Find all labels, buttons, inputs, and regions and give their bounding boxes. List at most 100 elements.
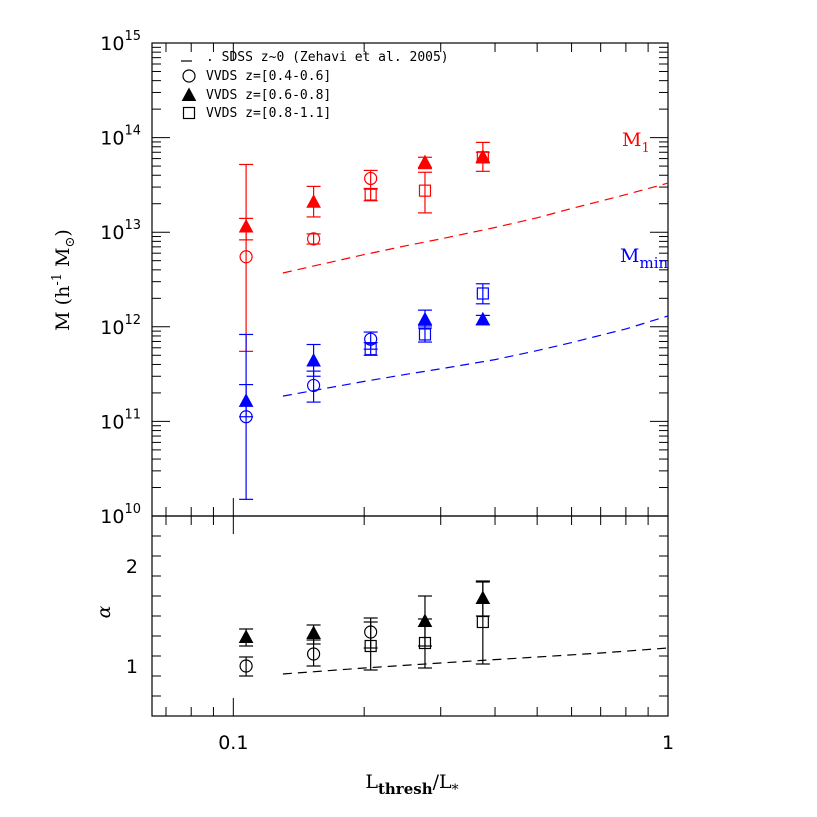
x-tick-label: 0.1 — [218, 732, 248, 754]
mass-data-point — [306, 343, 321, 377]
y-label-rest: M — [52, 248, 74, 274]
alpha-plot-frame — [151, 515, 669, 717]
y-label-close: ) — [52, 229, 74, 236]
mass-data-point — [475, 311, 491, 326]
open-circle-marker — [307, 232, 321, 246]
filled-triangle-marker — [306, 352, 321, 367]
filled-triangle-marker — [238, 629, 254, 643]
open-square-marker — [364, 188, 377, 201]
filled-triangle-marker — [238, 393, 254, 407]
filled-triangle-marker — [306, 625, 321, 639]
annotation-m1: M1 — [622, 129, 650, 156]
open-square-marker — [364, 343, 377, 356]
y-tick-base: 10 — [100, 33, 124, 55]
alpha-data-point — [417, 618, 432, 669]
open-circle-marker — [307, 378, 321, 393]
mass-data-point — [475, 151, 490, 164]
y-axis-label-alpha: α — [93, 605, 115, 618]
mass-data-point — [363, 188, 378, 202]
open-circle-marker — [239, 659, 253, 673]
legend-item: . SDSS z~0 (Zehavi et al. 2005) — [181, 50, 449, 65]
mass-data-point — [363, 342, 378, 356]
mass-y-tick-label: 1011 — [100, 407, 141, 433]
open-square-marker — [476, 287, 489, 300]
open-circle-marker — [307, 647, 321, 661]
y-tick-exponent: 14 — [124, 124, 141, 139]
filled-triangle-marker — [475, 311, 491, 326]
y-tick-base: 10 — [100, 411, 124, 433]
legend-item: VVDS z=[0.8-1.1] — [182, 106, 331, 121]
mass-data-point — [417, 325, 432, 343]
legend-item: VVDS z=[0.6-0.8] — [181, 87, 331, 103]
mass-y-tick-label: 1010 — [100, 502, 141, 528]
y-tick-base: 10 — [100, 128, 124, 150]
filled-triangle-marker — [417, 311, 433, 326]
legend-label: VVDS z=[0.6-0.8] — [206, 88, 331, 103]
mass-data-point — [417, 171, 432, 214]
open-square-marker — [418, 636, 432, 650]
legend-label: VVDS z=[0.4-0.6] — [206, 69, 331, 84]
alpha-sdss-line — [282, 647, 669, 675]
y-tick-base: 10 — [100, 222, 124, 244]
mass-data-point — [306, 185, 321, 218]
alpha-data-point — [306, 624, 321, 645]
x-label-sub2: * — [452, 782, 459, 798]
annotation-mmin: Mmin — [620, 245, 668, 272]
alpha-data-point — [238, 628, 254, 647]
mass-data-point — [239, 163, 254, 352]
y-tick-base: 10 — [100, 317, 124, 339]
annotation-m1-sub: 1 — [641, 141, 649, 156]
legend-label: VVDS z=[0.8-1.1] — [206, 106, 331, 121]
y-label-sup: -1 — [50, 273, 65, 286]
mass-y-tick-label: 1013 — [100, 218, 141, 244]
mass-y-tick-label: 1012 — [100, 313, 141, 339]
mass-y-tick-label: 1015 — [100, 29, 141, 55]
annotation-mmin-sub: min — [639, 254, 668, 272]
legend-item: VVDS z=[0.4-0.6] — [182, 69, 331, 84]
x-label-sub1: thresh — [378, 780, 433, 798]
mass-sdss-line — [282, 315, 669, 397]
legend-open-square-icon — [182, 106, 196, 120]
alpha-panel: 12 — [126, 515, 669, 717]
y-tick-exponent: 15 — [124, 29, 141, 44]
alpha-data-point — [363, 621, 378, 671]
x-tick-label: 1 — [662, 732, 674, 754]
filled-triangle-marker — [417, 154, 433, 169]
filled-triangle-marker — [238, 218, 254, 233]
annotation-mmin-main: M — [620, 245, 639, 267]
open-square-marker — [418, 184, 432, 197]
mass-data-point — [417, 154, 433, 170]
alpha-y-tick-label: 2 — [126, 556, 138, 578]
open-square-marker — [476, 151, 489, 164]
x-label-main: L — [365, 771, 378, 793]
alpha-data-point — [475, 581, 490, 665]
open-square-marker — [364, 639, 377, 653]
x-label-mid: /L — [433, 771, 452, 793]
legend: . SDSS z~0 (Zehavi et al. 2005) VVDS z=[0… — [181, 50, 449, 121]
y-label-sub: ⊙ — [63, 237, 78, 248]
open-square-marker — [476, 615, 489, 629]
x-axis-label: Lthresh/L* — [365, 771, 458, 798]
mass-data-point — [238, 383, 254, 418]
y-axis-label-mass: M (h-1 M⊙) — [50, 229, 78, 331]
y-tick-exponent: 11 — [124, 407, 141, 422]
alpha-data-point — [239, 656, 254, 677]
mass-data-point — [306, 232, 321, 246]
mass-y-tick-label: 1014 — [100, 124, 141, 150]
legend-filled-triangle-icon — [181, 87, 197, 101]
alpha-y-tick-label: 1 — [126, 656, 138, 678]
mass-data-point — [363, 169, 378, 190]
mass-data-point — [417, 309, 433, 329]
y-label-main: M (h — [52, 286, 74, 331]
mass-data-point — [475, 283, 490, 305]
mass-data-point — [238, 217, 254, 241]
y-tick-exponent: 13 — [124, 218, 141, 233]
y-tick-exponent: 12 — [124, 313, 141, 328]
y-tick-exponent: 10 — [124, 502, 141, 517]
open-square-marker — [418, 328, 432, 341]
mass-sdss-line — [282, 182, 669, 274]
annotation-m1-main: M — [622, 129, 641, 151]
